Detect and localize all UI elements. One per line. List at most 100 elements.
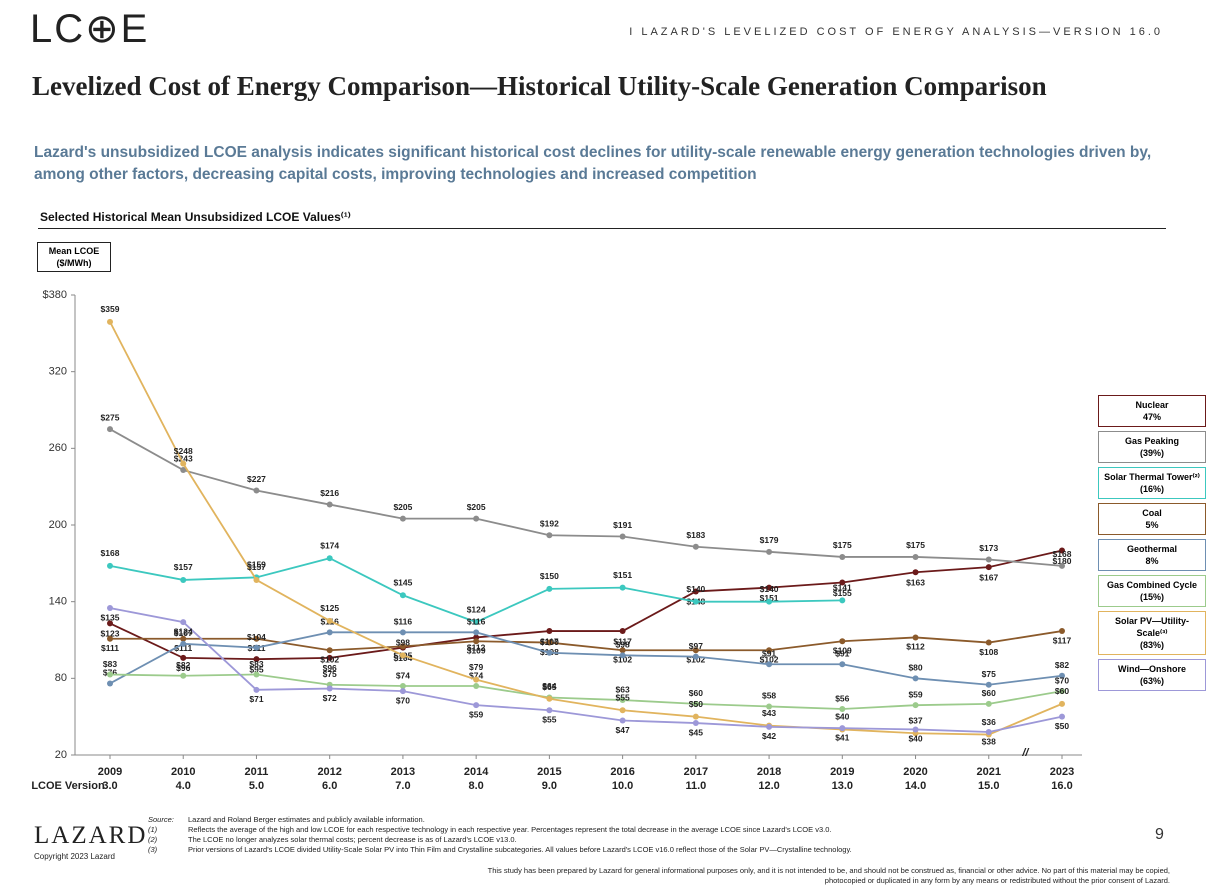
data-label: $74 bbox=[396, 670, 410, 680]
data-label: $125 bbox=[320, 603, 339, 613]
data-point bbox=[180, 576, 187, 583]
data-point bbox=[839, 553, 846, 560]
data-point bbox=[985, 564, 992, 571]
legend-note: (83%) bbox=[1139, 640, 1164, 650]
legend-name: Wind—Onshore bbox=[1118, 664, 1186, 674]
legend-name: Geothermal bbox=[1126, 544, 1177, 554]
x-version-label: 11.0 bbox=[685, 780, 706, 792]
legend-item: Gas Peaking (39%) bbox=[1098, 431, 1206, 463]
title: Levelized Cost of Energy Comparison—Hist… bbox=[32, 71, 1047, 101]
x-tick-label: 2016 bbox=[610, 766, 634, 778]
data-label: $140 bbox=[760, 584, 779, 594]
x-version-label: 16.0 bbox=[1051, 780, 1072, 792]
data-point bbox=[253, 671, 260, 678]
data-label: $123 bbox=[101, 629, 120, 639]
y-tick-label: 20 bbox=[55, 749, 67, 761]
x-version-label: 6.0 bbox=[322, 780, 337, 792]
footnote-marker: Source: bbox=[148, 815, 174, 824]
data-label: $98 bbox=[616, 640, 630, 650]
data-point bbox=[619, 697, 626, 704]
data-label: $40 bbox=[908, 734, 922, 744]
data-label: $60 bbox=[1055, 686, 1069, 696]
data-label: $41 bbox=[835, 732, 849, 742]
data-label: $60 bbox=[982, 688, 996, 698]
data-point bbox=[1059, 547, 1065, 554]
data-point bbox=[692, 720, 699, 727]
footnote-marker: (3) bbox=[148, 845, 158, 854]
data-point bbox=[692, 713, 699, 720]
data-label: $173 bbox=[979, 543, 998, 553]
data-point bbox=[692, 700, 699, 707]
x-tick-label: 2010 bbox=[171, 766, 195, 778]
data-point bbox=[473, 619, 480, 626]
data-label: $59 bbox=[469, 709, 483, 719]
data-point bbox=[326, 654, 333, 661]
data-point bbox=[180, 672, 187, 679]
data-label: $140 bbox=[686, 584, 705, 594]
data-label: $175 bbox=[833, 540, 852, 550]
y-axis-label-line: ($/MWh) bbox=[56, 258, 92, 268]
data-point bbox=[546, 639, 553, 646]
header-text: I LAZARD'S LEVELIZED COST OF ENERGY ANAL… bbox=[629, 26, 1163, 38]
data-label: $155 bbox=[833, 588, 852, 598]
data-label: $59 bbox=[908, 689, 922, 699]
footnote-text: The LCOE no longer analyzes solar therma… bbox=[188, 835, 517, 844]
data-point bbox=[326, 555, 333, 562]
x-tick-label: 2013 bbox=[391, 766, 415, 778]
data-label: $64 bbox=[542, 681, 556, 691]
chart-title: Selected Historical Mean Unsubsidized LC… bbox=[40, 210, 351, 224]
data-label: $56 bbox=[835, 693, 849, 703]
data-label: $157 bbox=[174, 562, 193, 572]
data-label: $205 bbox=[467, 502, 486, 512]
data-point bbox=[326, 685, 333, 692]
data-label: $91 bbox=[835, 649, 849, 659]
data-point bbox=[253, 686, 260, 693]
data-label: $124 bbox=[174, 626, 193, 636]
legend-note: (16%) bbox=[1139, 484, 1164, 494]
data-label: $55 bbox=[542, 715, 556, 725]
data-point bbox=[399, 683, 406, 689]
data-label: $97 bbox=[689, 641, 703, 651]
data-point bbox=[107, 318, 113, 325]
data-label: $135 bbox=[101, 612, 120, 622]
x-tick-label: 2012 bbox=[317, 766, 341, 778]
data-label: $83 bbox=[249, 659, 263, 669]
data-point bbox=[1059, 688, 1065, 695]
data-point bbox=[912, 702, 919, 709]
data-label: $102 bbox=[613, 654, 632, 664]
data-point bbox=[473, 676, 480, 683]
data-label: $179 bbox=[760, 535, 779, 545]
legend-item: Geothermal 8% bbox=[1098, 539, 1206, 571]
legend-name: Nuclear bbox=[1135, 400, 1169, 410]
data-point bbox=[546, 585, 553, 592]
data-point bbox=[985, 639, 992, 646]
data-point bbox=[180, 635, 187, 642]
x-version-label: 5.0 bbox=[249, 780, 264, 792]
footer-logo: LAZARD bbox=[34, 822, 148, 849]
data-point bbox=[253, 635, 260, 642]
footnote-marker: (2) bbox=[148, 835, 158, 844]
x-tick-label: 2014 bbox=[464, 766, 489, 778]
data-label: $359 bbox=[101, 304, 120, 314]
data-label: $47 bbox=[616, 725, 630, 735]
series-line bbox=[110, 630, 1063, 652]
data-point bbox=[180, 640, 187, 647]
legend-name: Solar PV—Utility-Scale⁽³⁾ bbox=[1114, 616, 1189, 638]
legend-note: (15%) bbox=[1139, 592, 1164, 602]
data-point bbox=[839, 597, 846, 604]
series-line bbox=[109, 549, 1063, 661]
data-label: $38 bbox=[982, 736, 996, 746]
data-point bbox=[985, 556, 992, 563]
data-point bbox=[766, 598, 773, 605]
data-label: $98 bbox=[396, 638, 410, 648]
data-point bbox=[912, 569, 919, 576]
data-point bbox=[107, 635, 113, 642]
data-point bbox=[839, 706, 846, 712]
data-point bbox=[619, 717, 626, 724]
data-point bbox=[1059, 562, 1065, 569]
data-label: $72 bbox=[323, 693, 337, 703]
data-point bbox=[253, 644, 260, 651]
data-point bbox=[912, 553, 919, 560]
data-label: $82 bbox=[176, 660, 190, 670]
